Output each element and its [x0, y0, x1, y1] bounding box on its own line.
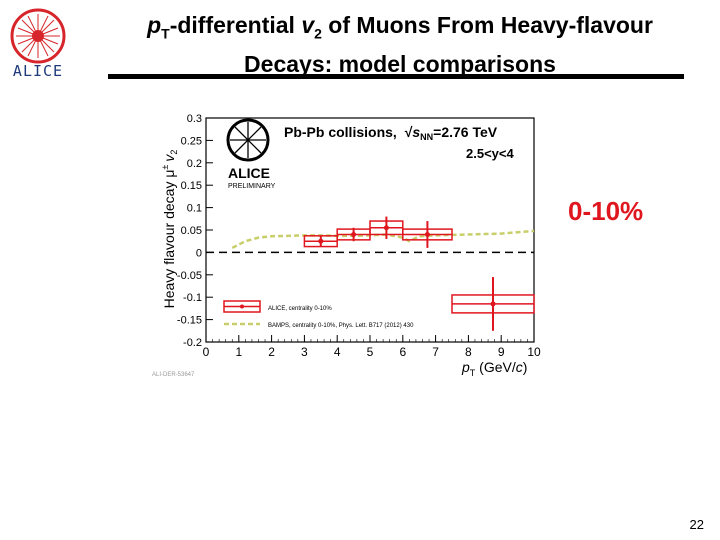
x-tick-label: 6: [399, 345, 406, 359]
slide-title: pT-differential v2 of Muons From Heavy-f…: [147, 12, 653, 77]
v2-chart: 0 1 2 3 4 5 6 7 8 9 10 -0.2 -0.15 -0.1 -0.05 0 0.05 0.1 0.…: [152, 113, 541, 378]
y-tick-label: 0: [196, 247, 202, 259]
legend-alice: ALICE, centrality 0-10%: [268, 306, 332, 312]
alice-point: [336, 227, 371, 242]
alice-point: [451, 277, 535, 331]
y-tick-label: -0.05: [177, 270, 202, 282]
plot-alice-logo: [226, 118, 270, 162]
y-tick-label: 0.25: [181, 135, 202, 147]
y-tick-label: 0.3: [187, 113, 202, 125]
slide-number: 22: [689, 517, 704, 532]
alice-point: [402, 221, 453, 248]
x-tick-label: 10: [527, 345, 541, 359]
alice-logo-text: ALICE: [12, 62, 64, 80]
y-tick-label: 0.15: [181, 180, 202, 192]
x-tick-label: 1: [235, 345, 242, 359]
figure-id: ALI-DER-53647: [152, 372, 195, 378]
alice-point: [303, 235, 338, 248]
axes: 0 1 2 3 4 5 6 7 8 9 10 -0.2 -0.15 -0.1 -0.05 0 0.05 0.1 0.…: [177, 113, 541, 359]
alice-point: [369, 216, 404, 239]
y-tick-label: 0.1: [187, 203, 202, 215]
annotation-system: Pb-Pb collisions, √sNN=2.76 TeV: [284, 124, 498, 142]
annotations: ALICE PRELIMINARY Pb-Pb collisions, √sNN…: [152, 118, 527, 378]
x-axis-label: pT (GeV/c): [461, 359, 527, 378]
centrality-label: 0-10%: [568, 196, 644, 226]
title-underline: [108, 74, 684, 79]
x-tick-label: 3: [301, 345, 308, 359]
y-tick-label: 0.05: [181, 225, 202, 237]
data-point: [383, 225, 389, 231]
bamps-curve: [231, 229, 535, 250]
x-tick-label: 9: [498, 345, 505, 359]
y-tick-label: -0.1: [183, 292, 202, 304]
x-tick-label: 7: [432, 345, 439, 359]
legend: ALICE, centrality 0-10% BAMPS, centralit…: [223, 300, 414, 329]
plot-logo-text: ALICE: [228, 165, 270, 181]
x-tick-label: 2: [268, 345, 275, 359]
y-tick-label: 0.2: [187, 158, 202, 170]
data-point: [490, 301, 496, 307]
x-tick-label: 5: [367, 345, 374, 359]
data-point: [351, 231, 357, 237]
annotation-rapidity: 2.5<y<4: [466, 146, 514, 161]
y-axis-label: Heavy flavour decay μ±v2: [160, 150, 179, 309]
y-tick-label: -0.2: [183, 337, 202, 349]
plot-logo-sub: PRELIMINARY: [228, 183, 276, 190]
x-tick-label: 8: [465, 345, 472, 359]
x-tick-label: 4: [334, 345, 341, 359]
y-tick-label: -0.15: [177, 315, 202, 327]
alice-logo: [10, 8, 66, 64]
data-point: [424, 231, 430, 237]
data-point: [318, 238, 324, 244]
x-tick-label: 0: [203, 345, 210, 359]
marks: [206, 216, 535, 331]
legend-bamps: BAMPS, centrality 0-10%, Phys. Lett. B71…: [268, 323, 414, 329]
